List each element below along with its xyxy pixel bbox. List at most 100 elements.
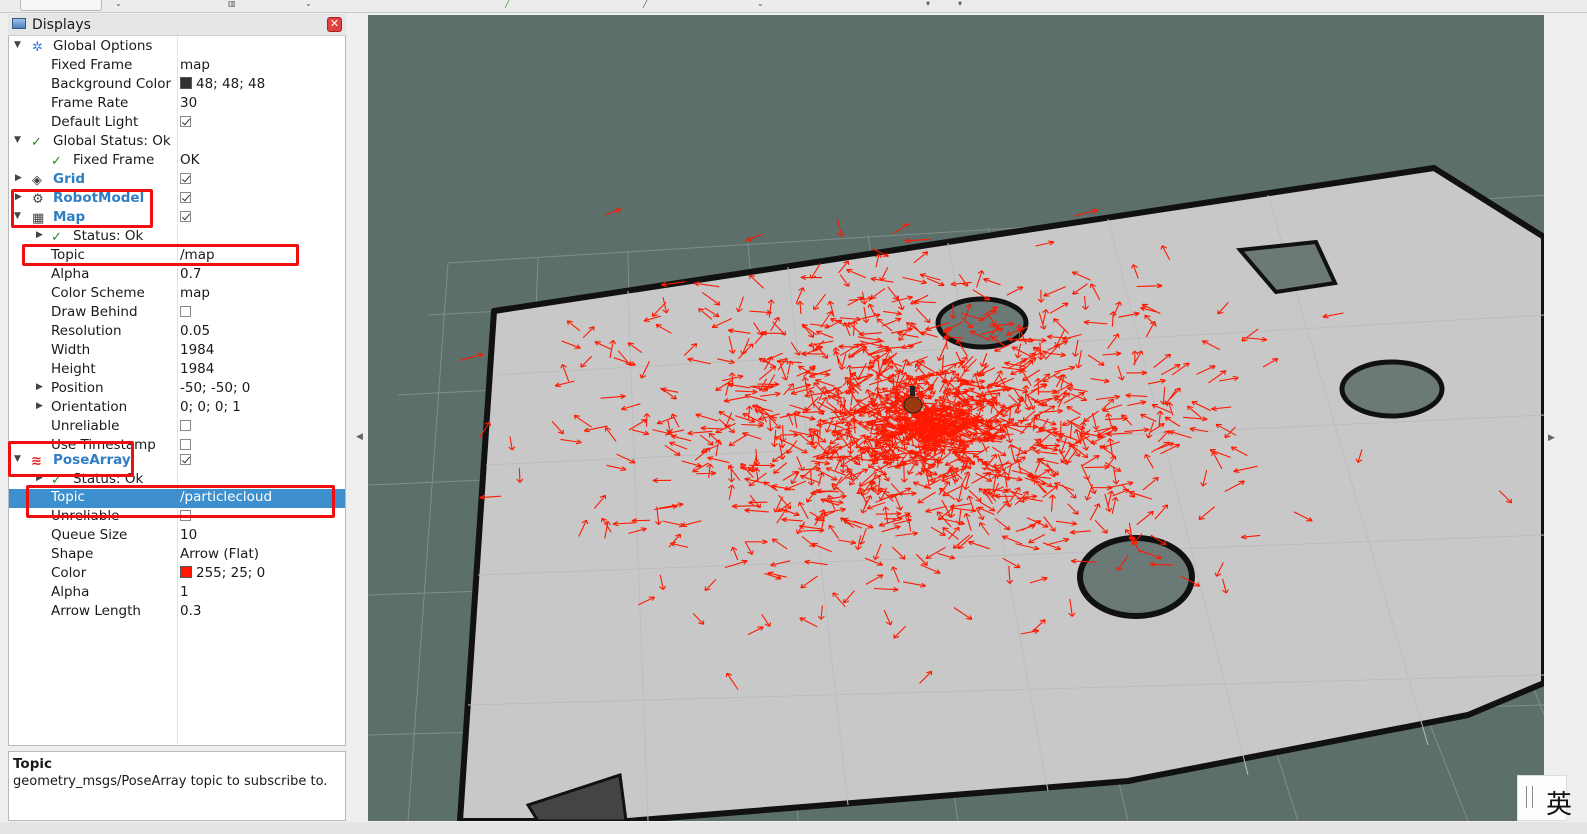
grid-checkbox[interactable] xyxy=(180,171,191,187)
tree-row-resolution[interactable]: Resolution 0.05 xyxy=(9,323,345,342)
obstacle-ellipse xyxy=(1077,535,1195,619)
row-name: Height xyxy=(51,361,96,377)
tree-row-default-light[interactable]: Default Light xyxy=(9,114,345,133)
tree-row-queue-size[interactable]: Queue Size 10 xyxy=(9,527,345,546)
tree-row-map-alpha[interactable]: Alpha 0.7 xyxy=(9,266,345,285)
row-value[interactable]: /particlecloud xyxy=(180,489,273,505)
toolbar-tool-icon[interactable]: ⌄ xyxy=(305,0,312,8)
tree-row-fixed-frame-status[interactable]: ✓ Fixed Frame OK xyxy=(9,152,345,171)
render-view[interactable] xyxy=(368,15,1544,821)
input-method-indicator[interactable]: 英 xyxy=(1517,775,1572,821)
row-value[interactable]: Arrow (Flat) xyxy=(180,546,260,562)
tree-row-posearray-topic[interactable]: Topic /particlecloud xyxy=(9,489,345,508)
row-value: 0.05 xyxy=(180,323,211,339)
row-value[interactable]: 255; 25; 0 xyxy=(180,565,265,581)
tree-row-frame-rate[interactable]: Frame Rate 30 xyxy=(9,95,345,114)
tree-row-fixed-frame[interactable]: Fixed Frame map xyxy=(9,57,345,76)
tree-row-position[interactable]: ▶ Position -50; -50; 0 xyxy=(9,380,345,399)
tree-row-orientation[interactable]: ▶ Orientation 0; 0; 0; 1 xyxy=(9,399,345,418)
chevron-right-icon[interactable]: ▶ xyxy=(15,173,22,183)
annotation-box xyxy=(26,485,335,518)
checkbox[interactable] xyxy=(180,306,191,317)
tree-row-posearray[interactable]: ▼ ≋ PoseArray xyxy=(9,452,345,471)
collapse-left-icon[interactable]: ◀ xyxy=(356,432,363,442)
tree-row-color[interactable]: Color 255; 25; 0 xyxy=(9,565,345,584)
toolbar-dropdown-icon[interactable]: ▾ xyxy=(958,0,963,8)
right-dock-bar: ▶ xyxy=(1544,15,1587,821)
toolbar-button-interact[interactable] xyxy=(20,0,102,11)
toolbar-tool-icon[interactable]: ▥ xyxy=(228,0,236,8)
panel-splitter[interactable]: ◀ xyxy=(346,14,368,822)
row-name: Orientation xyxy=(51,399,128,415)
default-light-checkbox[interactable] xyxy=(180,114,191,130)
posearray-checkbox[interactable] xyxy=(180,452,191,468)
tree-row-grid[interactable]: ▶ ◈ Grid xyxy=(9,171,345,190)
column-divider[interactable] xyxy=(177,36,178,744)
row-value[interactable]: /map xyxy=(180,247,215,263)
map-free-space xyxy=(457,165,1544,821)
chevron-right-icon[interactable]: ▶ xyxy=(36,473,43,483)
toolbar-tool-icon[interactable]: ╱ xyxy=(643,0,648,8)
row-value: 0; 0; 0; 1 xyxy=(180,399,241,415)
tree-row-robotmodel[interactable]: ▶ ⚙ RobotModel xyxy=(9,190,345,209)
chevron-down-icon[interactable]: ▼ xyxy=(14,40,21,50)
row-value[interactable]: 10 xyxy=(180,527,198,543)
tree-row-global-status[interactable]: ▼ ✓ Global Status: Ok xyxy=(9,133,345,152)
chevron-down-icon[interactable]: ▼ xyxy=(14,135,21,145)
tree-row-map-status[interactable]: ▶ ✓ Status: Ok xyxy=(9,228,345,247)
obstacle-corner xyxy=(525,773,628,821)
checkbox[interactable] xyxy=(180,173,191,184)
row-name: Alpha xyxy=(51,584,90,600)
tree-row-shape[interactable]: Shape Arrow (Flat) xyxy=(9,546,345,565)
toolbar-tool-icon[interactable]: ╱ xyxy=(505,0,510,8)
close-icon[interactable]: ✕ xyxy=(327,17,342,32)
toolbar-dropdown-icon[interactable]: ▾ xyxy=(926,0,931,8)
collapse-right-icon[interactable]: ▶ xyxy=(1548,433,1555,443)
chevron-right-icon[interactable]: ▶ xyxy=(15,192,22,202)
annotation-box xyxy=(22,244,299,266)
chevron-right-icon[interactable]: ▶ xyxy=(36,230,43,240)
checkbox[interactable] xyxy=(180,420,191,431)
checkbox[interactable] xyxy=(180,454,191,465)
checkbox[interactable] xyxy=(180,116,191,127)
tree-row-map-topic[interactable]: Topic /map xyxy=(9,247,345,266)
chevron-down-icon[interactable]: ▼ xyxy=(14,211,21,221)
checkbox[interactable] xyxy=(180,192,191,203)
draw-behind-checkbox[interactable] xyxy=(180,304,191,320)
tree-row-width[interactable]: Width 1984 xyxy=(9,342,345,361)
tree-row-pose-alpha[interactable]: Alpha 1 xyxy=(9,584,345,603)
map-checkbox[interactable] xyxy=(180,209,191,225)
row-value: 1984 xyxy=(180,342,215,358)
tree-row-map[interactable]: ▼ ▦ Map xyxy=(9,209,345,228)
row-value[interactable]: map xyxy=(180,285,210,301)
row-value[interactable]: 48; 48; 48 xyxy=(180,76,265,92)
checkbox[interactable] xyxy=(180,211,191,222)
tree-row-unreliable-map[interactable]: Unreliable xyxy=(9,418,345,437)
row-value[interactable]: 0.3 xyxy=(180,603,202,619)
tree-row-arrow-length[interactable]: Arrow Length 0.3 xyxy=(9,603,345,622)
toolbar-tool-icon[interactable]: ⌄ xyxy=(757,0,764,8)
unreliable-checkbox[interactable] xyxy=(180,418,191,434)
description-text: geometry_msgs/PoseArray topic to subscri… xyxy=(13,774,328,789)
row-value[interactable]: map xyxy=(180,57,210,73)
row-value[interactable]: 0.7 xyxy=(180,266,202,282)
drag-handle-icon[interactable] xyxy=(1526,786,1533,808)
row-value[interactable]: 1 xyxy=(180,584,189,600)
row-name: Grid xyxy=(53,171,86,187)
tree-row-background-color[interactable]: Background Color 48; 48; 48 xyxy=(9,76,345,95)
checkmark-icon: ✓ xyxy=(51,154,62,169)
chevron-right-icon[interactable]: ▶ xyxy=(36,401,43,411)
tree-row-global-options[interactable]: ▼ ✲ Global Options xyxy=(9,38,345,57)
chevron-down-icon[interactable]: ▼ xyxy=(14,454,21,464)
property-description-panel: Topic geometry_msgs/PoseArray topic to s… xyxy=(8,751,346,821)
chevron-right-icon[interactable]: ▶ xyxy=(36,382,43,392)
tree-row-height[interactable]: Height 1984 xyxy=(9,361,345,380)
robotmodel-checkbox[interactable] xyxy=(180,190,191,206)
checkbox[interactable] xyxy=(180,439,191,450)
tree-row-draw-behind[interactable]: Draw Behind xyxy=(9,304,345,323)
toolbar-tool-icon[interactable]: ⌄ xyxy=(115,0,122,8)
row-value[interactable]: 30 xyxy=(180,95,198,111)
color-swatch xyxy=(180,566,192,578)
use-timestamp-checkbox[interactable] xyxy=(180,437,191,453)
tree-row-color-scheme[interactable]: Color Scheme map xyxy=(9,285,345,304)
